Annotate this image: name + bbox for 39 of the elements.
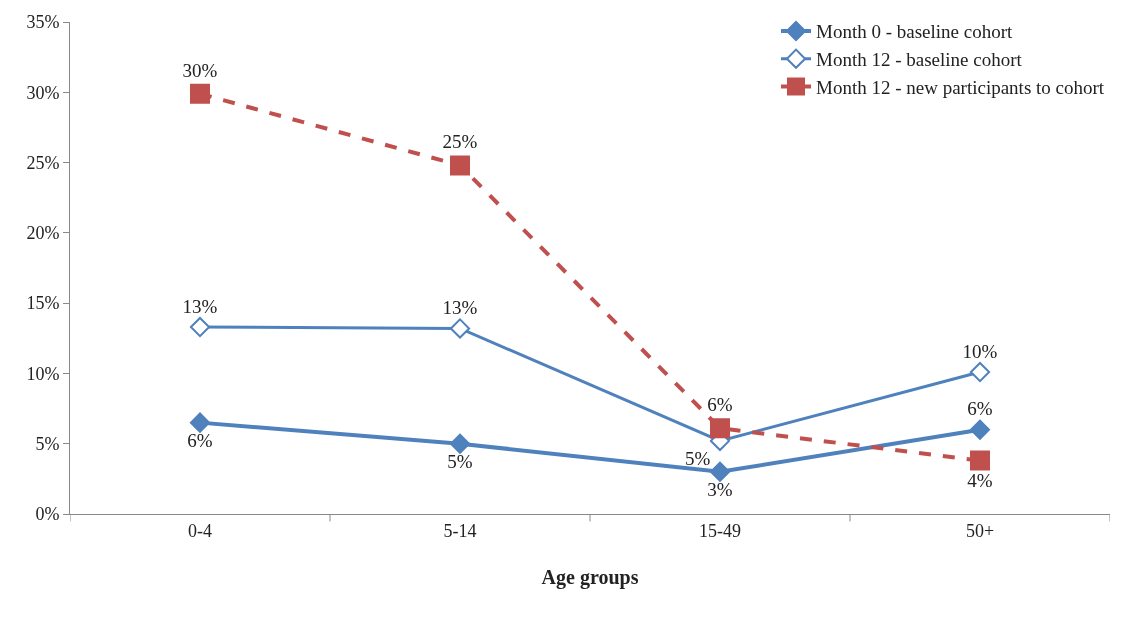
y-tick-label: 20% (26, 223, 60, 244)
point (449, 433, 471, 454)
data-label: 6% (967, 398, 993, 420)
x-tick-label: 5-14 (443, 520, 477, 541)
data-label: 4% (967, 470, 993, 492)
data-label: 10% (962, 340, 998, 362)
data-label: 3% (707, 478, 733, 500)
point (189, 412, 211, 433)
point (189, 316, 211, 338)
data-label: 13% (442, 296, 478, 318)
point (450, 155, 470, 176)
y-tick-label: 10% (26, 363, 60, 384)
x-tick-label: 15-49 (699, 520, 741, 541)
data-label: 5% (447, 450, 473, 472)
point (969, 419, 991, 440)
point (970, 450, 990, 471)
data-label: 6% (707, 394, 733, 416)
data-label: 25% (442, 131, 478, 153)
x-axis-title: Age groups (541, 566, 639, 590)
y-tick-label: 15% (26, 293, 60, 314)
y-tick-label: 25% (26, 152, 60, 173)
legend-label: Month 0 - baseline cohort (816, 21, 1014, 43)
x-tick-label: 0-4 (188, 520, 212, 541)
y-tick-label: 35% (26, 12, 60, 33)
data-label: 6% (187, 429, 213, 451)
data-label: 30% (182, 59, 218, 81)
point (969, 361, 991, 383)
point (709, 461, 731, 482)
data-label: 5% (684, 447, 711, 469)
y-tick-label: 0% (35, 504, 60, 525)
point (190, 83, 210, 104)
point (710, 418, 730, 439)
y-tick-label: 30% (26, 82, 60, 103)
legend-label: Month 12 - baseline cohort (816, 49, 1023, 71)
point (449, 318, 471, 339)
legend-label: Month 12 - new participants to cohort (816, 76, 1105, 98)
y-tick-label: 5% (35, 434, 60, 455)
x-tick-label: 50+ (965, 520, 995, 541)
data-label: 13% (182, 295, 218, 317)
